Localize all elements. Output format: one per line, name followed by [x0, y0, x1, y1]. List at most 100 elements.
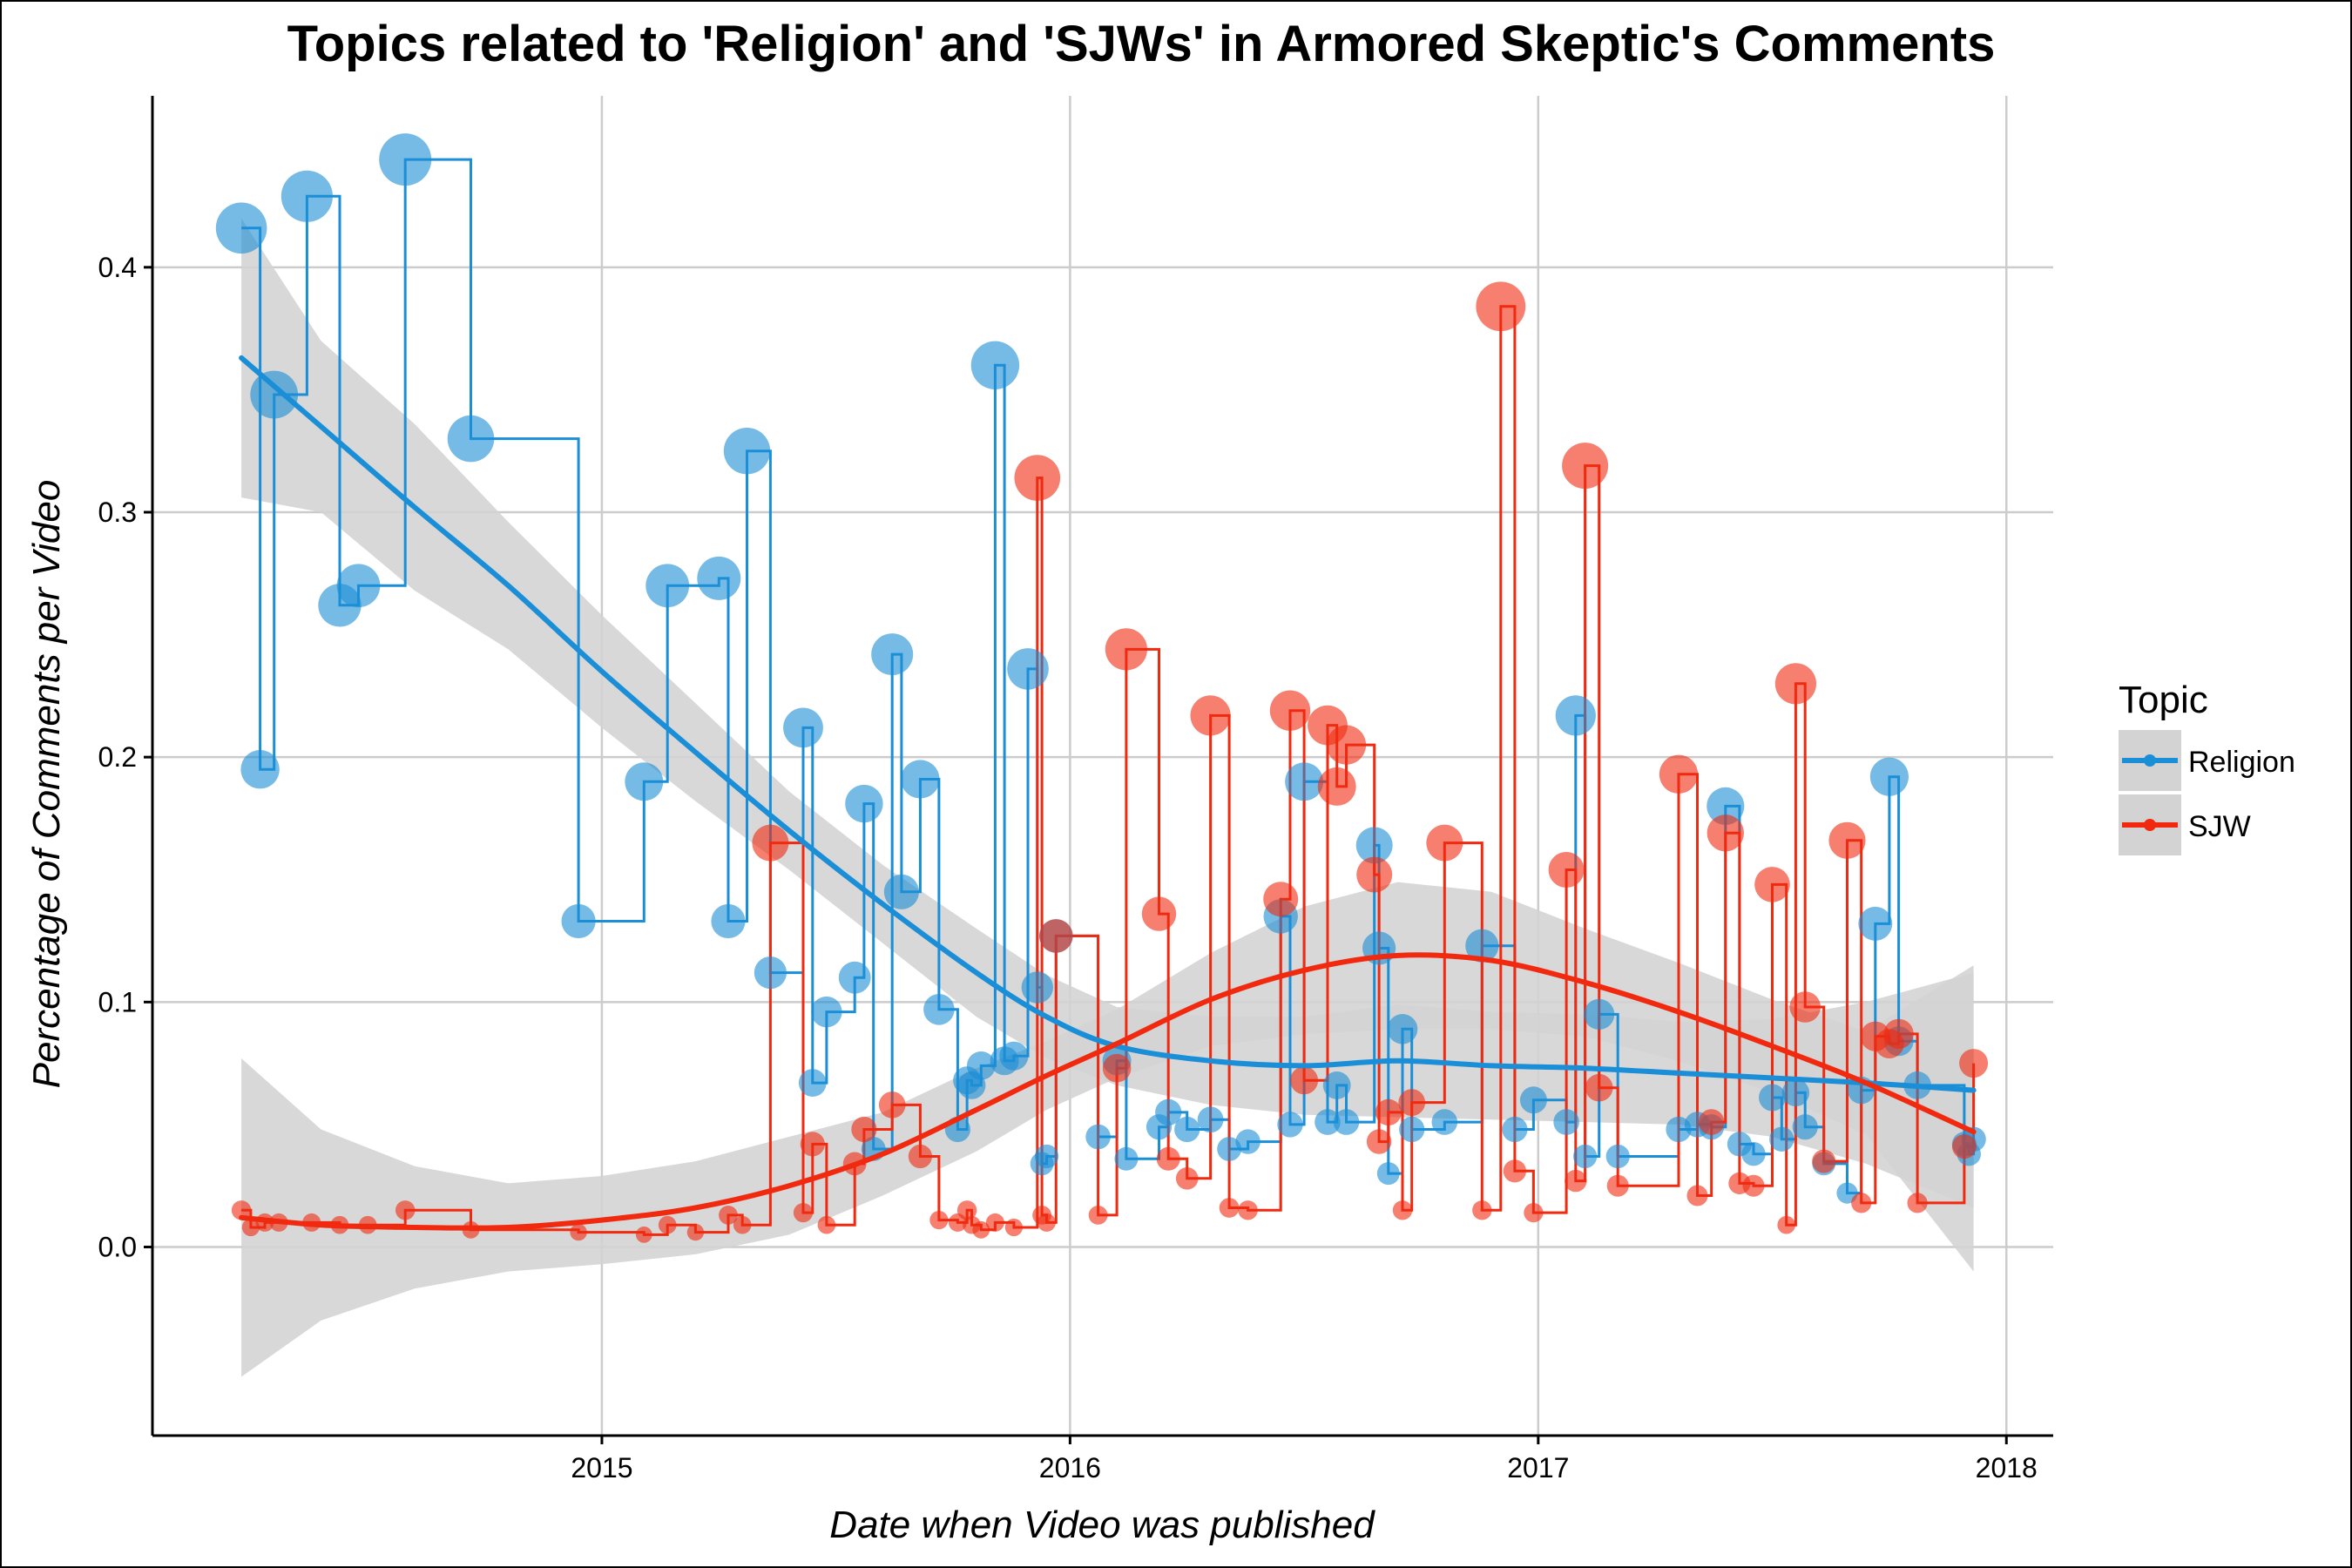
sjw-data-point	[793, 1203, 814, 1223]
religion-data-point	[645, 564, 690, 608]
sjw-data-point	[1156, 1146, 1180, 1171]
x-tick-label: 2017	[1507, 1452, 1569, 1484]
sjw-data-point	[817, 1215, 836, 1234]
religion-data-point	[379, 133, 432, 186]
sjw-data-point	[1812, 1149, 1836, 1173]
religion-data-point	[1021, 971, 1054, 1004]
sjw-data-point	[1317, 767, 1356, 806]
religion-data-point	[447, 415, 495, 463]
sjw-data-point	[752, 824, 789, 862]
sjw-data-point	[1037, 1213, 1056, 1232]
religion-data-point	[1285, 762, 1324, 801]
y-axis-title: Percentage of Comments per Video	[25, 480, 68, 1089]
sjw-data-point	[878, 1092, 906, 1119]
y-tick-label: 0.4	[98, 252, 137, 283]
religion-data-point	[1769, 1126, 1794, 1152]
religion-data-point	[1553, 1109, 1579, 1135]
sjw-data-point	[1472, 1200, 1492, 1220]
religion-data-point	[280, 170, 333, 222]
religion-data-point	[1197, 1106, 1224, 1133]
religion-data-point	[1333, 1109, 1360, 1135]
sjw-data-point	[1398, 1089, 1426, 1116]
sjw-data-point	[1562, 443, 1609, 490]
sjw-data-point	[1039, 919, 1073, 953]
legend-label-religion: Religion	[2188, 746, 2295, 779]
x-axis-title: Date when Video was published	[829, 1504, 1375, 1546]
sjw-data-point	[1326, 725, 1367, 765]
religion-data-point	[1519, 1086, 1547, 1114]
sjw-data-point	[1686, 1185, 1708, 1206]
sjw-data-point	[1088, 1206, 1108, 1225]
sjw-data-point	[1476, 281, 1526, 332]
religion-data-point	[215, 202, 267, 254]
religion-data-point	[240, 750, 280, 789]
religion-data-point	[1502, 1116, 1528, 1143]
sjw-data-point	[1585, 1073, 1613, 1102]
religion-data-point	[1174, 1116, 1200, 1143]
smooth-line-layer	[239, 355, 1977, 1231]
sjw-data-point	[1014, 455, 1061, 501]
sjw-data-point	[1777, 1215, 1795, 1234]
religion-data-point	[845, 784, 883, 823]
y-tick-label: 0.3	[98, 497, 137, 528]
legend-title: Topic	[2119, 679, 2208, 721]
sjw-data-point	[1263, 882, 1299, 917]
y-tick-label: 0.1	[98, 986, 137, 1017]
sjw-data-point	[1754, 867, 1790, 902]
sjw-data-point	[1503, 1159, 1526, 1183]
sjw-data-point	[1175, 1167, 1199, 1190]
religion-data-point	[970, 341, 1020, 389]
religion-data-point	[1707, 787, 1745, 826]
sjw-data-point	[719, 1206, 738, 1225]
sjw-data-point	[985, 1213, 1004, 1232]
religion-data-point	[966, 1051, 996, 1080]
x-tick-label: 2018	[1976, 1452, 2038, 1484]
religion-smooth-line	[239, 355, 1977, 1093]
sjw-data-point	[1004, 1218, 1023, 1237]
sjw-data-point	[1426, 824, 1463, 862]
religion-data-point	[697, 556, 741, 600]
sjw-data-point	[1269, 690, 1311, 731]
religion-data-point	[1573, 1144, 1598, 1169]
religion-data-point	[923, 994, 955, 1025]
religion-data-point	[1605, 1144, 1630, 1169]
x-tick-label: 2015	[571, 1452, 632, 1484]
sjw-data-point	[1828, 821, 1866, 859]
sjw-data-point	[1951, 1134, 1977, 1159]
legend-key-sjw-point	[2144, 819, 2156, 831]
religion-data-point	[723, 428, 771, 475]
religion-data-point	[1759, 1084, 1786, 1112]
religion-data-point	[1387, 1014, 1418, 1044]
religion-data-point	[1869, 757, 1909, 796]
religion-confidence-band	[241, 218, 1974, 1208]
sjw-data-point	[1707, 814, 1745, 852]
sjw-data-point	[1851, 1193, 1872, 1213]
religion-data-point	[798, 1069, 827, 1097]
sjw-data-point	[1375, 1098, 1402, 1125]
religion-data-point	[838, 961, 871, 994]
sjw-data-point	[1789, 991, 1821, 1023]
religion-data-point	[1792, 1114, 1818, 1140]
legend-label-sjw: SJW	[2188, 810, 2251, 843]
x-tick-label: 2016	[1039, 1452, 1101, 1484]
sjw-data-point	[1606, 1174, 1629, 1197]
sjw-data-point	[241, 1218, 260, 1237]
sjw-data-point	[658, 1215, 677, 1234]
sjw-data-point	[1290, 1066, 1319, 1095]
sjw-data-point	[570, 1223, 587, 1241]
religion-data-point	[1858, 906, 1893, 941]
sjw-data-point	[1659, 754, 1699, 794]
religion-data-point	[999, 1041, 1029, 1071]
religion-data-point	[1465, 929, 1499, 963]
sjw-data-point	[1774, 663, 1816, 705]
religion-data-point	[1399, 1116, 1425, 1143]
sjw-data-point	[1959, 1049, 1989, 1078]
sjw-data-point	[972, 1220, 990, 1239]
sjw-data-point	[1565, 1169, 1587, 1193]
legend-key-religion-point	[2144, 754, 2156, 767]
sjw-data-point	[395, 1200, 416, 1220]
tick-layer: 0.0 0.1 0.2 0.3 0.4 2015 2016 2017 2018	[98, 252, 2038, 1484]
sjw-data-point	[1356, 856, 1393, 893]
